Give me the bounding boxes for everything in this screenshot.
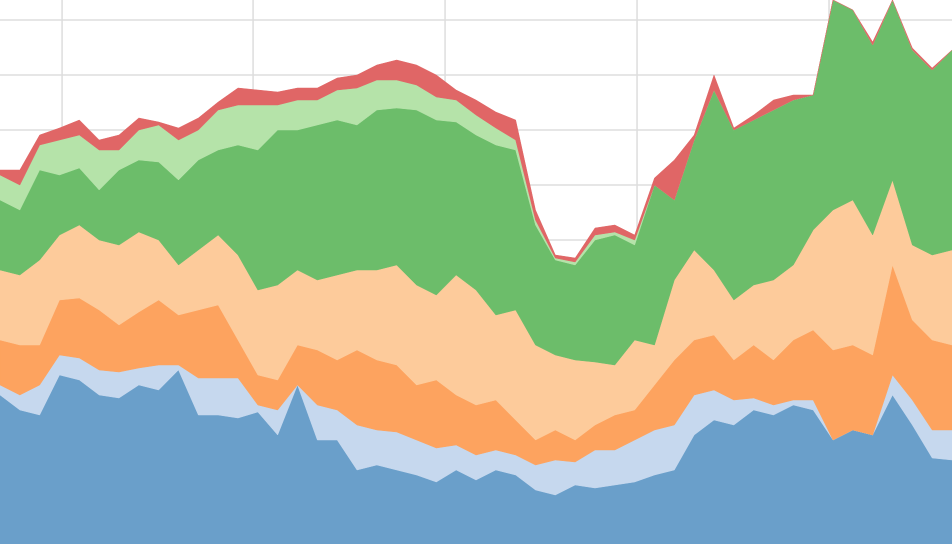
area	[0, 0, 952, 263]
